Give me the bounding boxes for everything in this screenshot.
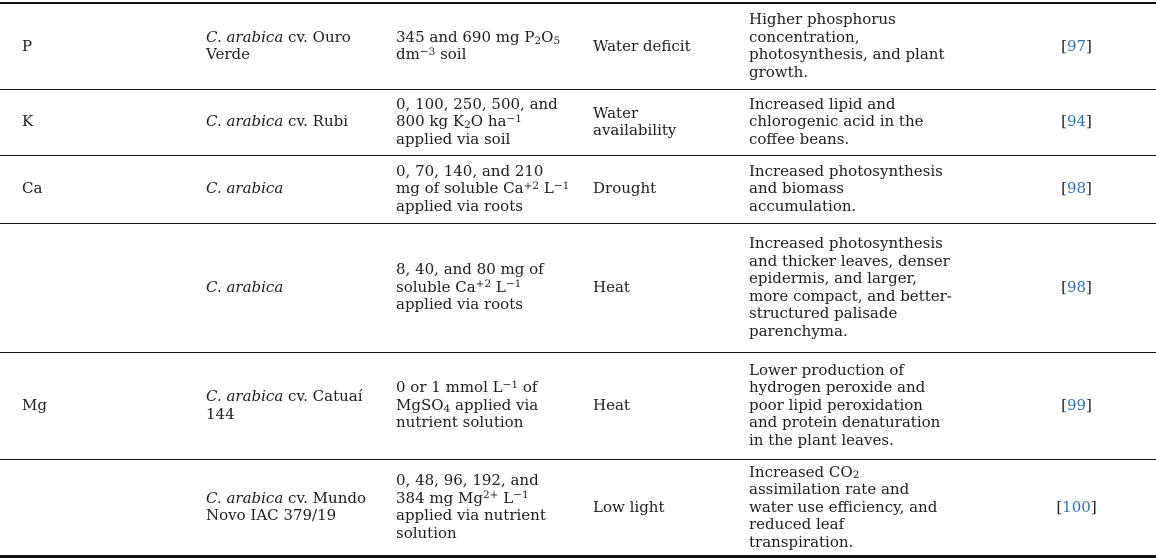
cell-cultivar: C. arabica <box>205 154 395 223</box>
cell-element: K <box>0 88 205 155</box>
cell-effect: Increased photosynthesis and biomass acc… <box>748 154 1040 223</box>
table-row: C. arabica cv. Mundo Novo IAC 379/19 0, … <box>0 458 1156 557</box>
citation-bracket-close: ] <box>1090 497 1097 516</box>
cell-effect: Increased CO2 assimilation rate and wate… <box>748 458 1040 557</box>
citation-bracket-open: [ <box>1056 497 1063 516</box>
table-row: P C. arabica cv. Ouro Verde 345 and 690 … <box>0 3 1156 89</box>
citation-link[interactable]: 99 <box>1066 395 1087 414</box>
table-row: K C. arabica cv. Rubi 0, 100, 250, 500, … <box>0 88 1156 155</box>
cell-element <box>0 222 205 352</box>
cell-treatment: 0 or 1 mmol L−1 of MgSO4 applied via nut… <box>395 351 592 459</box>
citation-bracket-open: [ <box>1061 36 1067 55</box>
citation-bracket-open: [ <box>1061 395 1067 414</box>
table-body: P C. arabica cv. Ouro Verde 345 and 690 … <box>0 3 1156 557</box>
citation-link[interactable]: 100 <box>1062 497 1091 516</box>
cell-cultivar: C. arabica <box>205 222 395 352</box>
citation-bracket-close: ] <box>1086 395 1092 414</box>
table-row: Ca C. arabica 0, 70, 140, and 210 mg of … <box>0 154 1156 223</box>
cell-treatment: 0, 100, 250, 500, and 800 kg K2O ha−1 ap… <box>395 88 592 155</box>
cell-element <box>0 458 205 557</box>
cell-cultivar: C. arabica cv. Ouro Verde <box>206 27 351 64</box>
citation-link[interactable]: 97 <box>1066 36 1087 55</box>
cell-treatment: 345 and 690 mg P2O5 dm−3 soil <box>396 27 561 64</box>
cell-condition: Heat <box>592 222 748 352</box>
cell-reference: [98] <box>1040 154 1156 223</box>
cell-effect: Higher phosphorus concentration, photosy… <box>749 10 945 81</box>
cell-cultivar: C. arabica cv. Mundo Novo IAC 379/19 <box>205 458 395 557</box>
citation-bracket-open: [ <box>1061 277 1067 296</box>
cell-condition: Drought <box>592 154 748 223</box>
cell-treatment: 8, 40, and 80 mg of soluble Ca+2 L−1 app… <box>395 222 592 352</box>
cell-element: P <box>22 36 33 55</box>
table-row: C. arabica 8, 40, and 80 mg of soluble C… <box>0 222 1156 352</box>
cell-reference: [98] <box>1040 222 1156 352</box>
cell-effect: Increased photosynthesis and thicker lea… <box>748 222 1040 352</box>
citation-link[interactable]: 98 <box>1066 179 1087 198</box>
cell-reference: [94] <box>1040 88 1156 155</box>
cell-cultivar: C. arabica cv. Rubi <box>205 88 395 155</box>
table-row: Mg C. arabica cv. Catuaí 144 0 or 1 mmol… <box>0 351 1156 459</box>
cell-effect: Increased lipid and chlorogenic acid in … <box>748 88 1040 155</box>
cell-element: Mg <box>0 351 205 459</box>
cell-element: Ca <box>0 154 205 223</box>
cell-condition: Low light <box>592 458 748 557</box>
cell-condition: Water deficit <box>593 36 691 55</box>
citation-bracket-close: ] <box>1086 277 1092 296</box>
cell-condition: Heat <box>592 351 748 459</box>
cell-cultivar: C. arabica cv. Catuaí 144 <box>205 351 395 459</box>
cell-condition: Water availability <box>592 88 748 155</box>
citation-bracket-close: ] <box>1086 179 1092 198</box>
citation-bracket-close: ] <box>1086 36 1092 55</box>
citation-bracket-open: [ <box>1061 179 1067 198</box>
citation-bracket-close: ] <box>1086 112 1092 131</box>
cell-treatment: 0, 48, 96, 192, and 384 mg Mg2+ L−1 appl… <box>395 458 592 557</box>
cell-treatment: 0, 70, 140, and 210 mg of soluble Ca+2 L… <box>395 154 592 223</box>
cell-reference: [100] <box>1040 458 1156 557</box>
citation-link[interactable]: 94 <box>1066 112 1087 131</box>
citation-bracket-open: [ <box>1061 112 1067 131</box>
citation-link[interactable]: 98 <box>1066 277 1087 296</box>
cell-reference: [99] <box>1040 351 1156 459</box>
cell-effect: Lower production of hydrogen peroxide an… <box>748 351 1040 459</box>
cell-reference: [97] <box>1040 3 1156 89</box>
